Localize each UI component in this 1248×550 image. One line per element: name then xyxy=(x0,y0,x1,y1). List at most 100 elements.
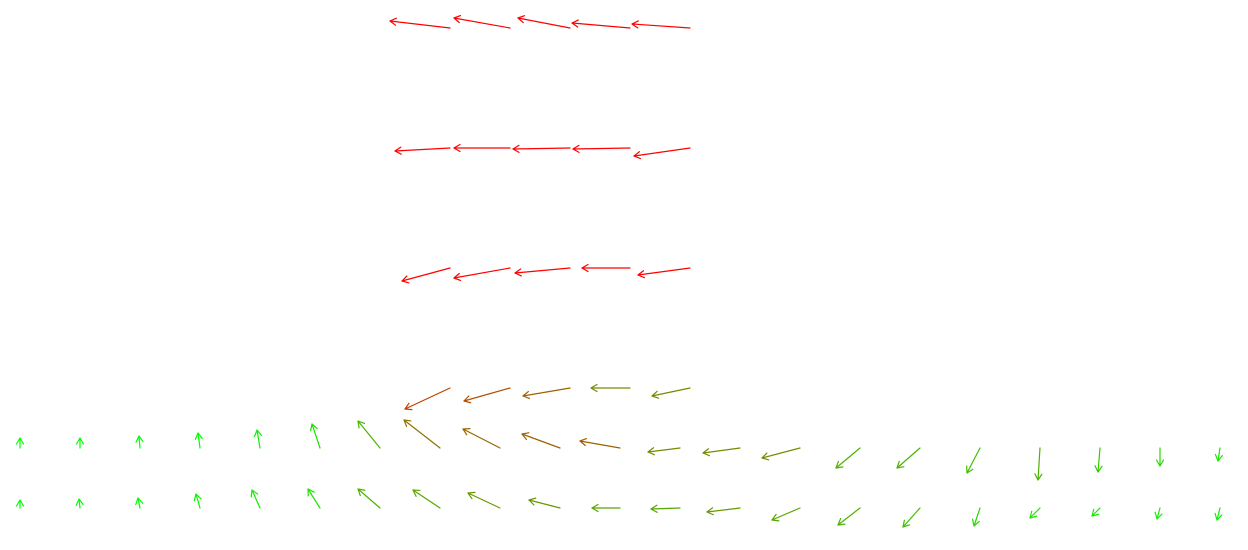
vector-arrow xyxy=(706,507,741,516)
arrow-head xyxy=(521,432,530,440)
arrow-shaft xyxy=(579,440,621,449)
arrow-head xyxy=(75,498,84,506)
arrow-head xyxy=(253,429,263,438)
vector-arrow xyxy=(572,144,631,153)
arrow-head xyxy=(590,383,598,393)
arrow-shaft xyxy=(702,447,741,454)
arrow-head xyxy=(1091,508,1100,517)
arrow-head xyxy=(357,420,366,429)
arrow-head xyxy=(572,144,580,153)
vector-arrow xyxy=(631,20,691,29)
arrow-head xyxy=(591,503,599,513)
vector-arrow xyxy=(896,447,921,469)
vector-arrow xyxy=(571,19,631,29)
arrow-head xyxy=(528,497,537,506)
arrow-shaft xyxy=(571,22,631,29)
vector-arrow xyxy=(521,432,561,449)
arrow-shaft xyxy=(633,147,691,157)
vector-arrow xyxy=(771,507,801,522)
arrow-head xyxy=(250,489,259,498)
arrow-head xyxy=(463,395,472,404)
arrow-shaft xyxy=(412,489,441,509)
arrow-shaft xyxy=(394,147,451,152)
arrow-shaft xyxy=(357,488,381,509)
arrow-head xyxy=(453,15,462,24)
vector-arrow xyxy=(1214,447,1223,462)
arrow-head xyxy=(453,143,461,153)
arrow-head xyxy=(631,20,639,29)
arrow-shaft xyxy=(195,493,201,509)
arrow-head xyxy=(467,491,476,500)
arrow-shaft xyxy=(404,387,451,410)
arrow-shaft xyxy=(453,267,511,279)
arrow-shaft xyxy=(512,147,571,150)
arrow-head xyxy=(1094,465,1103,473)
vector-arrow xyxy=(404,387,451,411)
arrow-head xyxy=(581,263,589,273)
vector-arrow xyxy=(579,437,621,449)
arrow-head xyxy=(522,390,531,400)
vector-arrow xyxy=(194,432,203,449)
arrow-shaft xyxy=(463,387,511,402)
arrow-head xyxy=(771,513,780,522)
vector-arrow xyxy=(15,499,25,509)
arrow-shaft xyxy=(256,429,261,449)
vector-arrow xyxy=(403,419,441,449)
arrow-shaft xyxy=(896,447,921,469)
arrow-head xyxy=(837,517,846,526)
vector-arrow xyxy=(389,17,451,29)
arrow-shaft xyxy=(1029,507,1041,519)
vector-arrow xyxy=(514,267,571,277)
arrow-shaft xyxy=(651,387,691,397)
arrow-shaft xyxy=(467,492,501,509)
arrow-head xyxy=(761,452,770,461)
arrow-shaft xyxy=(514,267,571,274)
arrow-shaft xyxy=(1097,447,1101,473)
arrow-shaft xyxy=(1091,507,1101,517)
arrow-shaft xyxy=(311,423,321,449)
vector-arrow xyxy=(1154,507,1163,520)
arrow-head xyxy=(453,272,462,281)
vector-arrow xyxy=(522,387,571,400)
arrow-shaft xyxy=(706,507,741,513)
arrow-shaft xyxy=(251,489,261,509)
vector-arrow xyxy=(135,497,144,509)
arrow-head xyxy=(902,519,911,528)
arrow-head xyxy=(403,419,412,428)
arrow-shaft xyxy=(517,17,571,29)
vector-arrow xyxy=(528,497,561,509)
arrow-shaft xyxy=(1156,507,1161,520)
arrow-shaft xyxy=(138,435,141,449)
arrow-shaft xyxy=(137,497,141,509)
vector-arrow xyxy=(651,387,691,399)
arrow-head xyxy=(1029,510,1038,519)
arrow-shaft xyxy=(1216,507,1221,521)
vector-arrow xyxy=(966,447,981,474)
arrow-shaft xyxy=(966,447,981,474)
arrow-head xyxy=(517,15,526,24)
vector-arrow xyxy=(467,491,501,509)
arrow-shaft xyxy=(973,507,981,527)
vector-arrow xyxy=(590,383,631,393)
arrow-shaft xyxy=(637,267,691,276)
arrow-shaft xyxy=(835,447,861,469)
vector-arrow xyxy=(971,507,981,527)
arrow-head xyxy=(394,146,402,155)
arrow-head xyxy=(1214,453,1223,462)
arrow-shaft xyxy=(837,507,861,526)
vector-arrow xyxy=(1155,447,1165,467)
vector-arrow xyxy=(463,387,511,404)
vector-arrow xyxy=(581,263,631,273)
vector-arrow xyxy=(75,437,85,449)
arrow-head xyxy=(1214,512,1223,521)
vector-arrow xyxy=(412,489,441,509)
vector-arrow xyxy=(902,507,921,528)
arrow-head xyxy=(971,518,980,527)
vector-arrow xyxy=(512,144,571,153)
arrow-head xyxy=(514,268,522,277)
arrow-shaft xyxy=(401,267,451,282)
arrow-head xyxy=(462,428,471,436)
vector-arrow xyxy=(650,504,681,513)
vector-arrow xyxy=(591,503,621,513)
